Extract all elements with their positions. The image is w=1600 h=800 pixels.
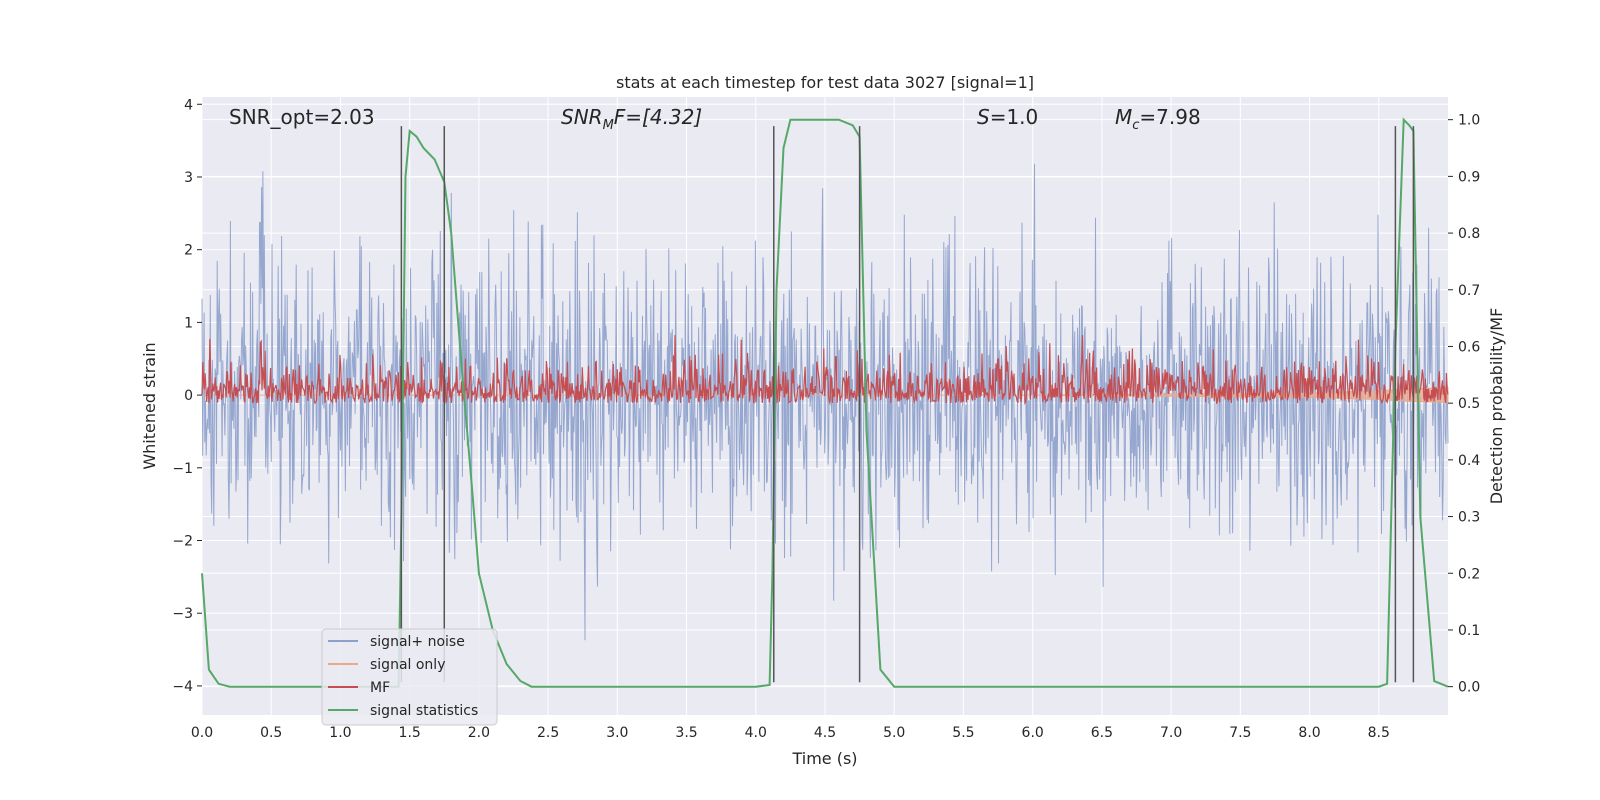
y2-tick-label: 0.9 [1458, 169, 1480, 185]
legend: signal+ noise signal only MF signal stat… [321, 628, 498, 726]
y-axis-ticks: −4 −3 −2 −1 0 1 2 3 4 [172, 97, 202, 695]
y2-tick-label: 0.6 [1458, 339, 1480, 355]
x-tick-label: 6.5 [1091, 725, 1113, 741]
annotation-s: S=1.0 [977, 105, 1038, 129]
x-tick-label: 3.0 [606, 725, 628, 741]
annotation-mc: Mc=7.98 [1115, 105, 1201, 133]
annotation-s-var: S [977, 105, 990, 129]
y-tick-label: 1 [184, 315, 193, 331]
y2-tick-label: 0.2 [1458, 566, 1480, 582]
y-tick-label: −1 [172, 461, 193, 477]
x-axis-label: Time (s) [791, 749, 857, 768]
x-tick-label: 4.0 [745, 725, 767, 741]
y-tick-label: −4 [172, 679, 193, 695]
x-tick-label: 6.0 [1022, 725, 1044, 741]
x-tick-label: 3.5 [675, 725, 697, 741]
mf-series [201, 335, 1449, 406]
chart-title: stats at each timestep for test data 302… [616, 73, 1034, 92]
grid [201, 97, 1448, 715]
x-tick-label: 5.5 [952, 725, 974, 741]
signal-statistics-series [201, 117, 1449, 688]
y2-tick-label: 0.8 [1458, 226, 1480, 242]
legend-box [321, 628, 498, 726]
annotation-snr-mf-prefix: SNR [561, 105, 603, 129]
y2-tick-label: 1.0 [1458, 113, 1480, 129]
x-tick-label: 2.5 [537, 725, 559, 741]
signal-statistics-line [201, 117, 1449, 688]
y2-tick-label: 0.4 [1458, 453, 1480, 469]
x-tick-label: 0.5 [260, 725, 282, 741]
annotation-mc-sub: c [1132, 118, 1139, 133]
annotation-s-value: =1.0 [990, 105, 1039, 129]
x-tick-label: 8.5 [1368, 725, 1390, 741]
x-tick-label: 8.0 [1298, 725, 1320, 741]
signal-only-line [202, 387, 1449, 403]
y2-axis-ticks: 0.0 0.1 0.2 0.3 0.4 0.5 0.6 0.7 0.8 0.9 1.0 [1448, 113, 1480, 696]
x-tick-label: 0.0 [191, 725, 213, 741]
x-tick-label: 7.5 [1229, 725, 1251, 741]
annotation-mc-value: =7.98 [1139, 105, 1200, 129]
y-axis-label: Whitened strain [140, 342, 159, 469]
y2-tick-label: 0.0 [1458, 680, 1480, 696]
x-tick-label: 5.0 [883, 725, 905, 741]
y-tick-label: 4 [184, 97, 193, 113]
x-tick-label: 4.5 [814, 725, 836, 741]
legend-label-mf: MF [370, 680, 390, 696]
x-tick-label: 1.0 [329, 725, 351, 741]
y-tick-label: −3 [172, 606, 193, 622]
signal-only-series [202, 387, 1449, 403]
y-tick-label: 0 [184, 388, 193, 404]
y-tick-label: 3 [184, 170, 193, 186]
y2-axis-label: Detection probability/MF [1487, 308, 1506, 505]
legend-label-signal-statistics: signal statistics [370, 703, 478, 719]
y2-tick-label: 0.3 [1458, 510, 1480, 526]
legend-label-signal-only: signal only [370, 657, 445, 673]
y-tick-label: −2 [172, 534, 193, 550]
annotation-snr-mf: SNRMF=[4.32] [561, 105, 702, 133]
y2-tick-label: 0.1 [1458, 623, 1480, 639]
annotation-snr-opt: SNR_opt=2.03 [229, 105, 375, 129]
x-axis-ticks: 0.0 0.5 1.0 1.5 2.0 2.5 3.0 3.5 4.0 4.5 5.0 5.5 6.0 6… [191, 725, 1390, 741]
x-tick-label: 7.0 [1160, 725, 1182, 741]
mf-line [201, 335, 1449, 406]
annotation-mc-var: M [1115, 105, 1132, 129]
y-tick-label: 2 [184, 243, 193, 259]
vertical-markers [400, 126, 1415, 683]
y2-tick-label: 0.7 [1458, 283, 1480, 299]
annotation-snr-mf-sub: M [603, 118, 614, 133]
y2-tick-label: 0.5 [1458, 396, 1480, 412]
x-tick-label: 2.0 [468, 725, 490, 741]
legend-label-signal-noise: signal+ noise [370, 634, 465, 650]
x-tick-label: 1.5 [399, 725, 421, 741]
annotation-snr-mf-suffix: F=[4.32] [614, 105, 702, 129]
